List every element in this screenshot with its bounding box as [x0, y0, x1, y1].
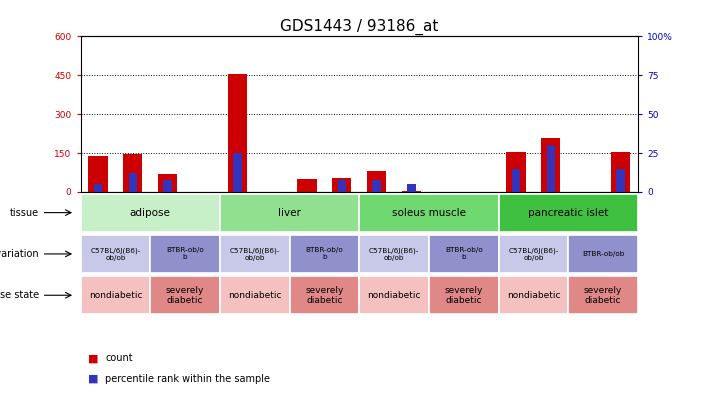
Text: ■: ■: [88, 374, 98, 384]
Text: ■: ■: [88, 354, 98, 363]
Text: BTBR-ob/o
b: BTBR-ob/o b: [306, 247, 343, 260]
Bar: [220, 235, 290, 273]
Bar: [150, 276, 220, 314]
Text: pancreatic islet: pancreatic islet: [528, 208, 608, 217]
Bar: [429, 276, 498, 314]
Text: BTBR-ob/ob: BTBR-ob/ob: [582, 251, 625, 257]
Bar: [541, 138, 560, 192]
Bar: [512, 168, 520, 192]
Bar: [569, 235, 638, 273]
Bar: [220, 194, 359, 232]
Text: nondiabetic: nondiabetic: [507, 291, 560, 300]
Bar: [158, 174, 177, 192]
Bar: [547, 145, 555, 192]
Text: genotype/variation: genotype/variation: [0, 249, 39, 259]
Bar: [81, 194, 220, 232]
Bar: [498, 235, 569, 273]
Bar: [569, 276, 638, 314]
Bar: [498, 194, 638, 232]
Bar: [290, 235, 360, 273]
Bar: [402, 191, 421, 192]
Bar: [506, 152, 526, 192]
Text: nondiabetic: nondiabetic: [367, 291, 421, 300]
Text: count: count: [105, 354, 132, 363]
Bar: [338, 179, 346, 192]
Text: C57BL/6J(B6)-
ob/ob: C57BL/6J(B6)- ob/ob: [230, 247, 280, 261]
Text: C57BL/6J(B6)-
ob/ob: C57BL/6J(B6)- ob/ob: [369, 247, 419, 261]
Bar: [290, 276, 360, 314]
Bar: [81, 276, 150, 314]
Bar: [233, 153, 242, 192]
Bar: [616, 168, 625, 192]
Bar: [220, 276, 290, 314]
Text: severely
diabetic: severely diabetic: [444, 286, 483, 305]
Text: percentile rank within the sample: percentile rank within the sample: [105, 374, 270, 384]
Bar: [611, 152, 630, 192]
Bar: [498, 276, 569, 314]
Bar: [128, 173, 137, 192]
Text: BTBR-ob/o
b: BTBR-ob/o b: [166, 247, 204, 260]
Bar: [359, 194, 498, 232]
Bar: [367, 171, 386, 192]
Text: adipose: adipose: [130, 208, 171, 217]
Bar: [372, 179, 381, 192]
Text: BTBR-ob/o
b: BTBR-ob/o b: [445, 247, 482, 260]
Text: nondiabetic: nondiabetic: [89, 291, 142, 300]
Bar: [94, 184, 102, 192]
Bar: [297, 179, 317, 192]
Text: severely
diabetic: severely diabetic: [166, 286, 204, 305]
Text: C57BL/6J(B6)-
ob/ob: C57BL/6J(B6)- ob/ob: [508, 247, 559, 261]
Bar: [228, 74, 247, 192]
Text: nondiabetic: nondiabetic: [228, 291, 282, 300]
Bar: [123, 154, 142, 192]
Title: GDS1443 / 93186_at: GDS1443 / 93186_at: [280, 19, 438, 35]
Text: severely
diabetic: severely diabetic: [584, 286, 622, 305]
Text: tissue: tissue: [10, 208, 39, 217]
Bar: [359, 235, 429, 273]
Bar: [429, 235, 498, 273]
Text: severely
diabetic: severely diabetic: [305, 286, 343, 305]
Bar: [359, 276, 429, 314]
Bar: [163, 179, 172, 192]
Bar: [407, 184, 416, 192]
Text: liver: liver: [278, 208, 301, 217]
Bar: [332, 178, 351, 192]
Text: soleus muscle: soleus muscle: [392, 208, 466, 217]
Bar: [88, 156, 108, 192]
Text: C57BL/6J(B6)-
ob/ob: C57BL/6J(B6)- ob/ob: [90, 247, 141, 261]
Bar: [81, 235, 150, 273]
Bar: [150, 235, 220, 273]
Text: disease state: disease state: [0, 290, 39, 300]
